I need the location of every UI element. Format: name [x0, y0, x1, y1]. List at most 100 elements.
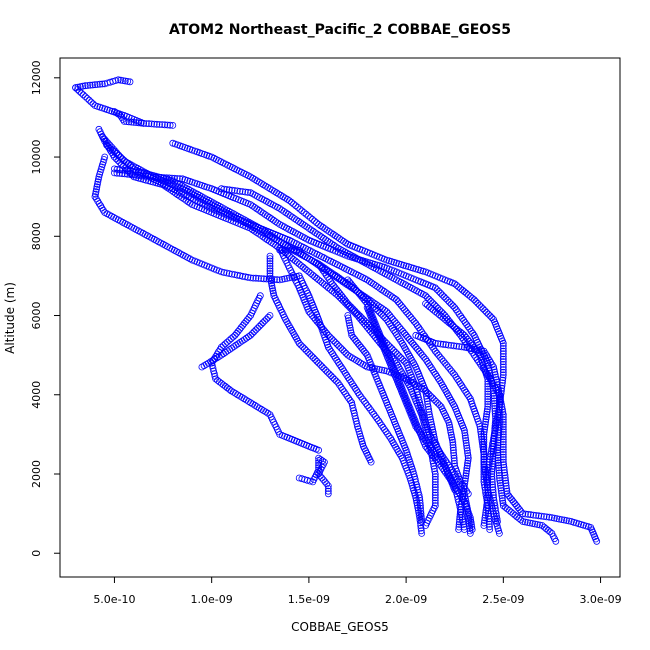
data-point [92, 190, 99, 198]
data-point [101, 135, 108, 143]
data-point [457, 506, 465, 514]
data-point [380, 367, 388, 374]
data-point [116, 166, 124, 174]
data-point [484, 385, 492, 393]
data-point [513, 513, 521, 521]
data-point [449, 444, 457, 452]
data-point [320, 234, 327, 242]
data-point [315, 470, 323, 478]
data-point [267, 274, 274, 282]
data-point [317, 222, 325, 230]
data-point [424, 400, 432, 408]
data-point [270, 276, 278, 283]
data-point [417, 510, 425, 517]
data-point [499, 499, 507, 507]
data-point [253, 177, 261, 185]
data-point [255, 274, 262, 282]
data-point [306, 350, 314, 358]
data-point [484, 393, 492, 401]
data-point [481, 512, 489, 519]
data-point [393, 445, 401, 453]
data-point [483, 483, 491, 491]
data-point [415, 491, 423, 499]
data-point [120, 156, 128, 164]
data-point [281, 275, 289, 283]
data-point [209, 364, 217, 372]
data-point [480, 433, 488, 441]
data-point [236, 272, 244, 280]
data-point [369, 301, 376, 309]
data-point [455, 500, 463, 508]
data-point [423, 294, 431, 301]
data-point [307, 226, 315, 234]
data-point [436, 353, 444, 361]
data-point [243, 316, 251, 323]
data-point [333, 340, 341, 348]
data-point [527, 511, 535, 519]
data-point [501, 469, 509, 477]
data-point [304, 212, 312, 220]
data-point [294, 203, 302, 211]
data-point [497, 482, 504, 489]
y-tick-label: 12000 [30, 60, 43, 95]
data-point [401, 306, 408, 314]
data-point [484, 377, 492, 385]
data-point [495, 419, 503, 426]
data-point [248, 330, 256, 337]
data-point [422, 389, 430, 397]
data-point [423, 395, 431, 403]
data-point [424, 301, 431, 309]
data-point [319, 223, 327, 231]
data-point [365, 298, 373, 305]
data-point [415, 324, 423, 332]
data-point [129, 168, 137, 175]
data-point [503, 505, 511, 513]
data-point [354, 288, 361, 296]
data-point [122, 158, 130, 166]
data-point [513, 502, 520, 510]
data-point [522, 510, 529, 518]
data-point [295, 339, 303, 347]
data-point [388, 293, 396, 301]
data-point [376, 308, 384, 316]
data-point [225, 336, 233, 344]
data-point [232, 341, 240, 349]
data-point [423, 397, 431, 405]
data-point [431, 473, 439, 481]
data-point [453, 492, 461, 500]
data-point [458, 513, 466, 521]
data-point [217, 268, 225, 276]
data-point [409, 339, 417, 347]
data-point [484, 390, 492, 398]
data-point [372, 305, 380, 313]
data-point [447, 341, 455, 349]
data-point [495, 464, 503, 472]
data-point [320, 365, 328, 372]
data-point [124, 167, 132, 175]
data-point [305, 224, 313, 232]
data-point [302, 210, 310, 218]
data-point [495, 413, 503, 421]
data-point [402, 331, 410, 339]
data-point [472, 298, 480, 305]
data-point [344, 300, 352, 308]
data-point [455, 310, 463, 318]
data-point [507, 508, 515, 516]
data-point [463, 462, 471, 470]
x-axis: 5.0e-10 1.0e-09 1.5e-09 2.0e-09 2.5e-09 3.0e-… [93, 576, 622, 606]
data-point [460, 523, 468, 531]
data-point [466, 530, 474, 537]
data-point [416, 494, 424, 502]
data-point [466, 514, 474, 521]
data-point [450, 457, 458, 465]
data-point [458, 343, 466, 351]
data-point [428, 421, 436, 429]
data-point [483, 408, 491, 416]
data-point [537, 512, 545, 520]
data-point [119, 166, 126, 174]
data-point [465, 512, 473, 520]
data-point [317, 277, 325, 285]
data-point [459, 518, 467, 526]
data-point [438, 291, 446, 299]
data-point [94, 81, 101, 88]
